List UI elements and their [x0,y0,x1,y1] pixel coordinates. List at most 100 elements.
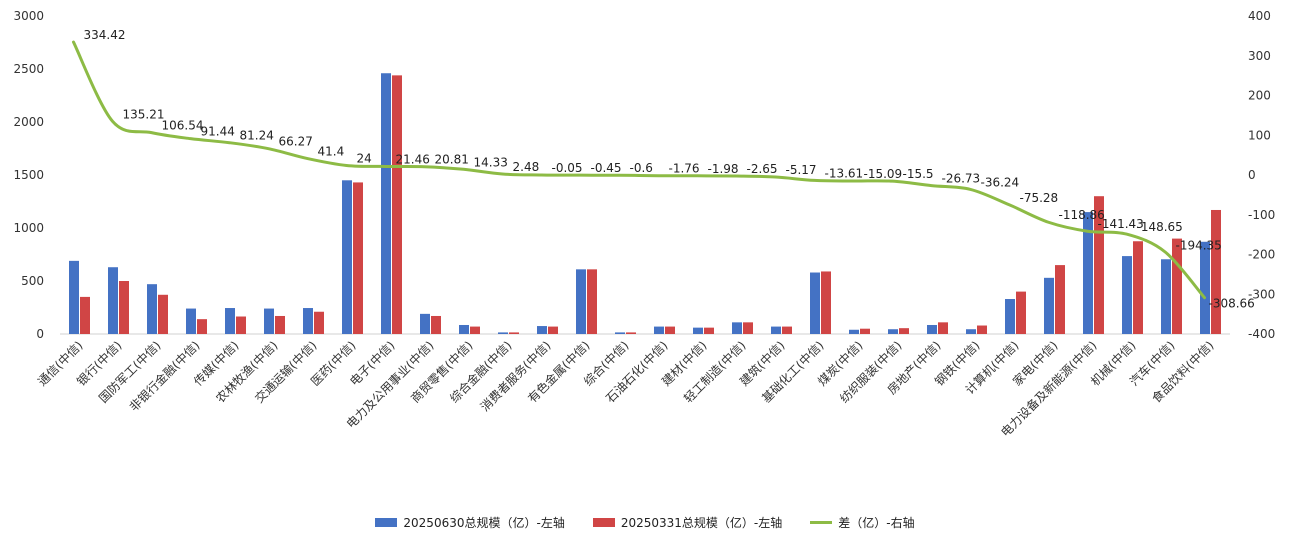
bar-20250630 [888,329,898,334]
difference-data-label: -15.5 [903,167,934,181]
legend: 20250630总规模（亿）-左轴 20250331总规模（亿）-左轴 差（亿）… [0,510,1290,534]
right-axis: -400 -300 -200 -100 0 100 200 300 400 [1248,9,1275,341]
difference-data-label: -0.05 [552,161,583,175]
difference-data-label: -1.76 [669,162,700,176]
difference-data-label: -15.09 [864,167,903,181]
bar-20250331 [1211,209,1221,334]
left-axis-tick-label: 3000 [13,9,44,23]
difference-data-label: -0.45 [591,161,622,175]
bar-20250630 [69,260,79,334]
bar-20250630 [1161,259,1171,334]
bar-20250331 [665,326,675,334]
difference-data-label: 66.27 [279,135,313,149]
legend-swatch-green-line [810,520,833,524]
line-layer [72,40,1206,300]
legend-label: 差（亿）-右轴 [838,515,915,530]
bar-20250331 [197,319,207,334]
bar-20250630 [693,327,703,334]
bar-20250331 [158,294,168,334]
bar-20250331 [275,315,285,334]
right-axis-tick-label: -400 [1248,327,1275,341]
difference-data-label: -13.61 [825,166,864,180]
bar-20250331 [431,315,441,334]
bar-20250331 [548,326,558,334]
bar-20250331 [704,327,714,334]
difference-data-label: 14.33 [474,155,508,169]
difference-data-label: 24 [357,151,372,165]
bar-20250630 [927,324,937,334]
difference-data-label: -75.28 [1020,191,1059,205]
difference-data-label: -141.43 [1098,217,1144,231]
difference-data-label: 334.42 [84,28,126,42]
legend-item-series-2: 20250331总规模（亿）-左轴 [592,514,782,531]
difference-data-label: -308.66 [1209,297,1255,311]
difference-data-label: -5.17 [786,163,817,177]
legend-label: 20250630总规模（亿）-左轴 [403,515,565,530]
bar-20250630 [1083,212,1093,334]
bar-20250331 [977,325,987,334]
bar-20250630 [147,284,157,334]
bar-20250630 [1122,256,1132,334]
difference-data-label: 91.44 [201,125,235,139]
bar-20250630 [303,308,313,334]
bar-20250630 [420,313,430,334]
bar-20250630 [108,267,118,334]
bar-20250630 [1200,241,1210,334]
bar-20250630 [381,73,391,335]
bar-20250331 [1094,196,1104,334]
bar-20250331 [587,269,597,334]
difference-data-label: 135.21 [123,107,165,121]
right-axis-tick-label: 200 [1248,89,1271,103]
bar-20250331 [743,322,753,334]
left-axis-tick-label: 1500 [13,168,44,182]
bar-20250630 [1044,277,1054,334]
bar-20250331 [119,281,129,334]
difference-data-label: -26.73 [942,172,981,186]
difference-data-label: -194.35 [1176,238,1222,252]
right-axis-tick-label: 0 [1248,168,1256,182]
bar-20250630 [732,322,742,334]
legend-swatch-red [592,517,615,527]
legend-item-series-3: 差（亿）-右轴 [810,514,915,531]
bar-20250630 [654,326,664,334]
difference-line [72,40,1206,300]
difference-data-label: -1.98 [708,162,739,176]
bar-20250630 [225,308,235,334]
bar-20250331 [626,332,636,334]
bar-20250630 [576,269,586,334]
difference-data-label: 106.54 [162,119,204,133]
bar-20250331 [1172,238,1182,334]
left-axis-tick-label: 2500 [13,62,44,76]
bar-20250630 [771,326,781,334]
left-axis: 0 500 1000 1500 2000 2500 3000 [13,9,1230,341]
difference-data-label: -36.24 [981,175,1020,189]
category-tick-label: 消费者服务(中信) [477,338,554,415]
difference-data-label: -2.65 [747,162,778,176]
left-axis-tick-label: 500 [21,274,44,288]
bar-20250630 [810,272,820,334]
bar-20250331 [470,326,480,334]
bar-20250331 [236,316,246,334]
bar-20250331 [353,182,363,334]
legend-item-series-1: 20250630总规模（亿）-左轴 [375,514,565,531]
bars-layer [69,73,1221,335]
bar-20250331 [1055,265,1065,334]
difference-data-label: 20.81 [435,153,469,167]
bar-20250630 [537,326,547,334]
bar-20250630 [342,180,352,334]
legend-swatch-blue [375,517,398,527]
bar-20250331 [1133,241,1143,334]
right-axis-tick-label: -300 [1248,287,1275,301]
difference-data-label: 21.46 [396,152,430,166]
left-axis-tick-label: 1000 [13,221,44,235]
bar-20250331 [860,328,870,334]
bar-20250331 [80,296,90,334]
difference-data-label: -148.65 [1137,220,1183,234]
right-axis-tick-label: -100 [1248,208,1275,222]
bar-20250331 [821,271,831,334]
bar-20250630 [186,308,196,334]
bar-20250331 [938,322,948,334]
bar-20250630 [1005,299,1015,334]
